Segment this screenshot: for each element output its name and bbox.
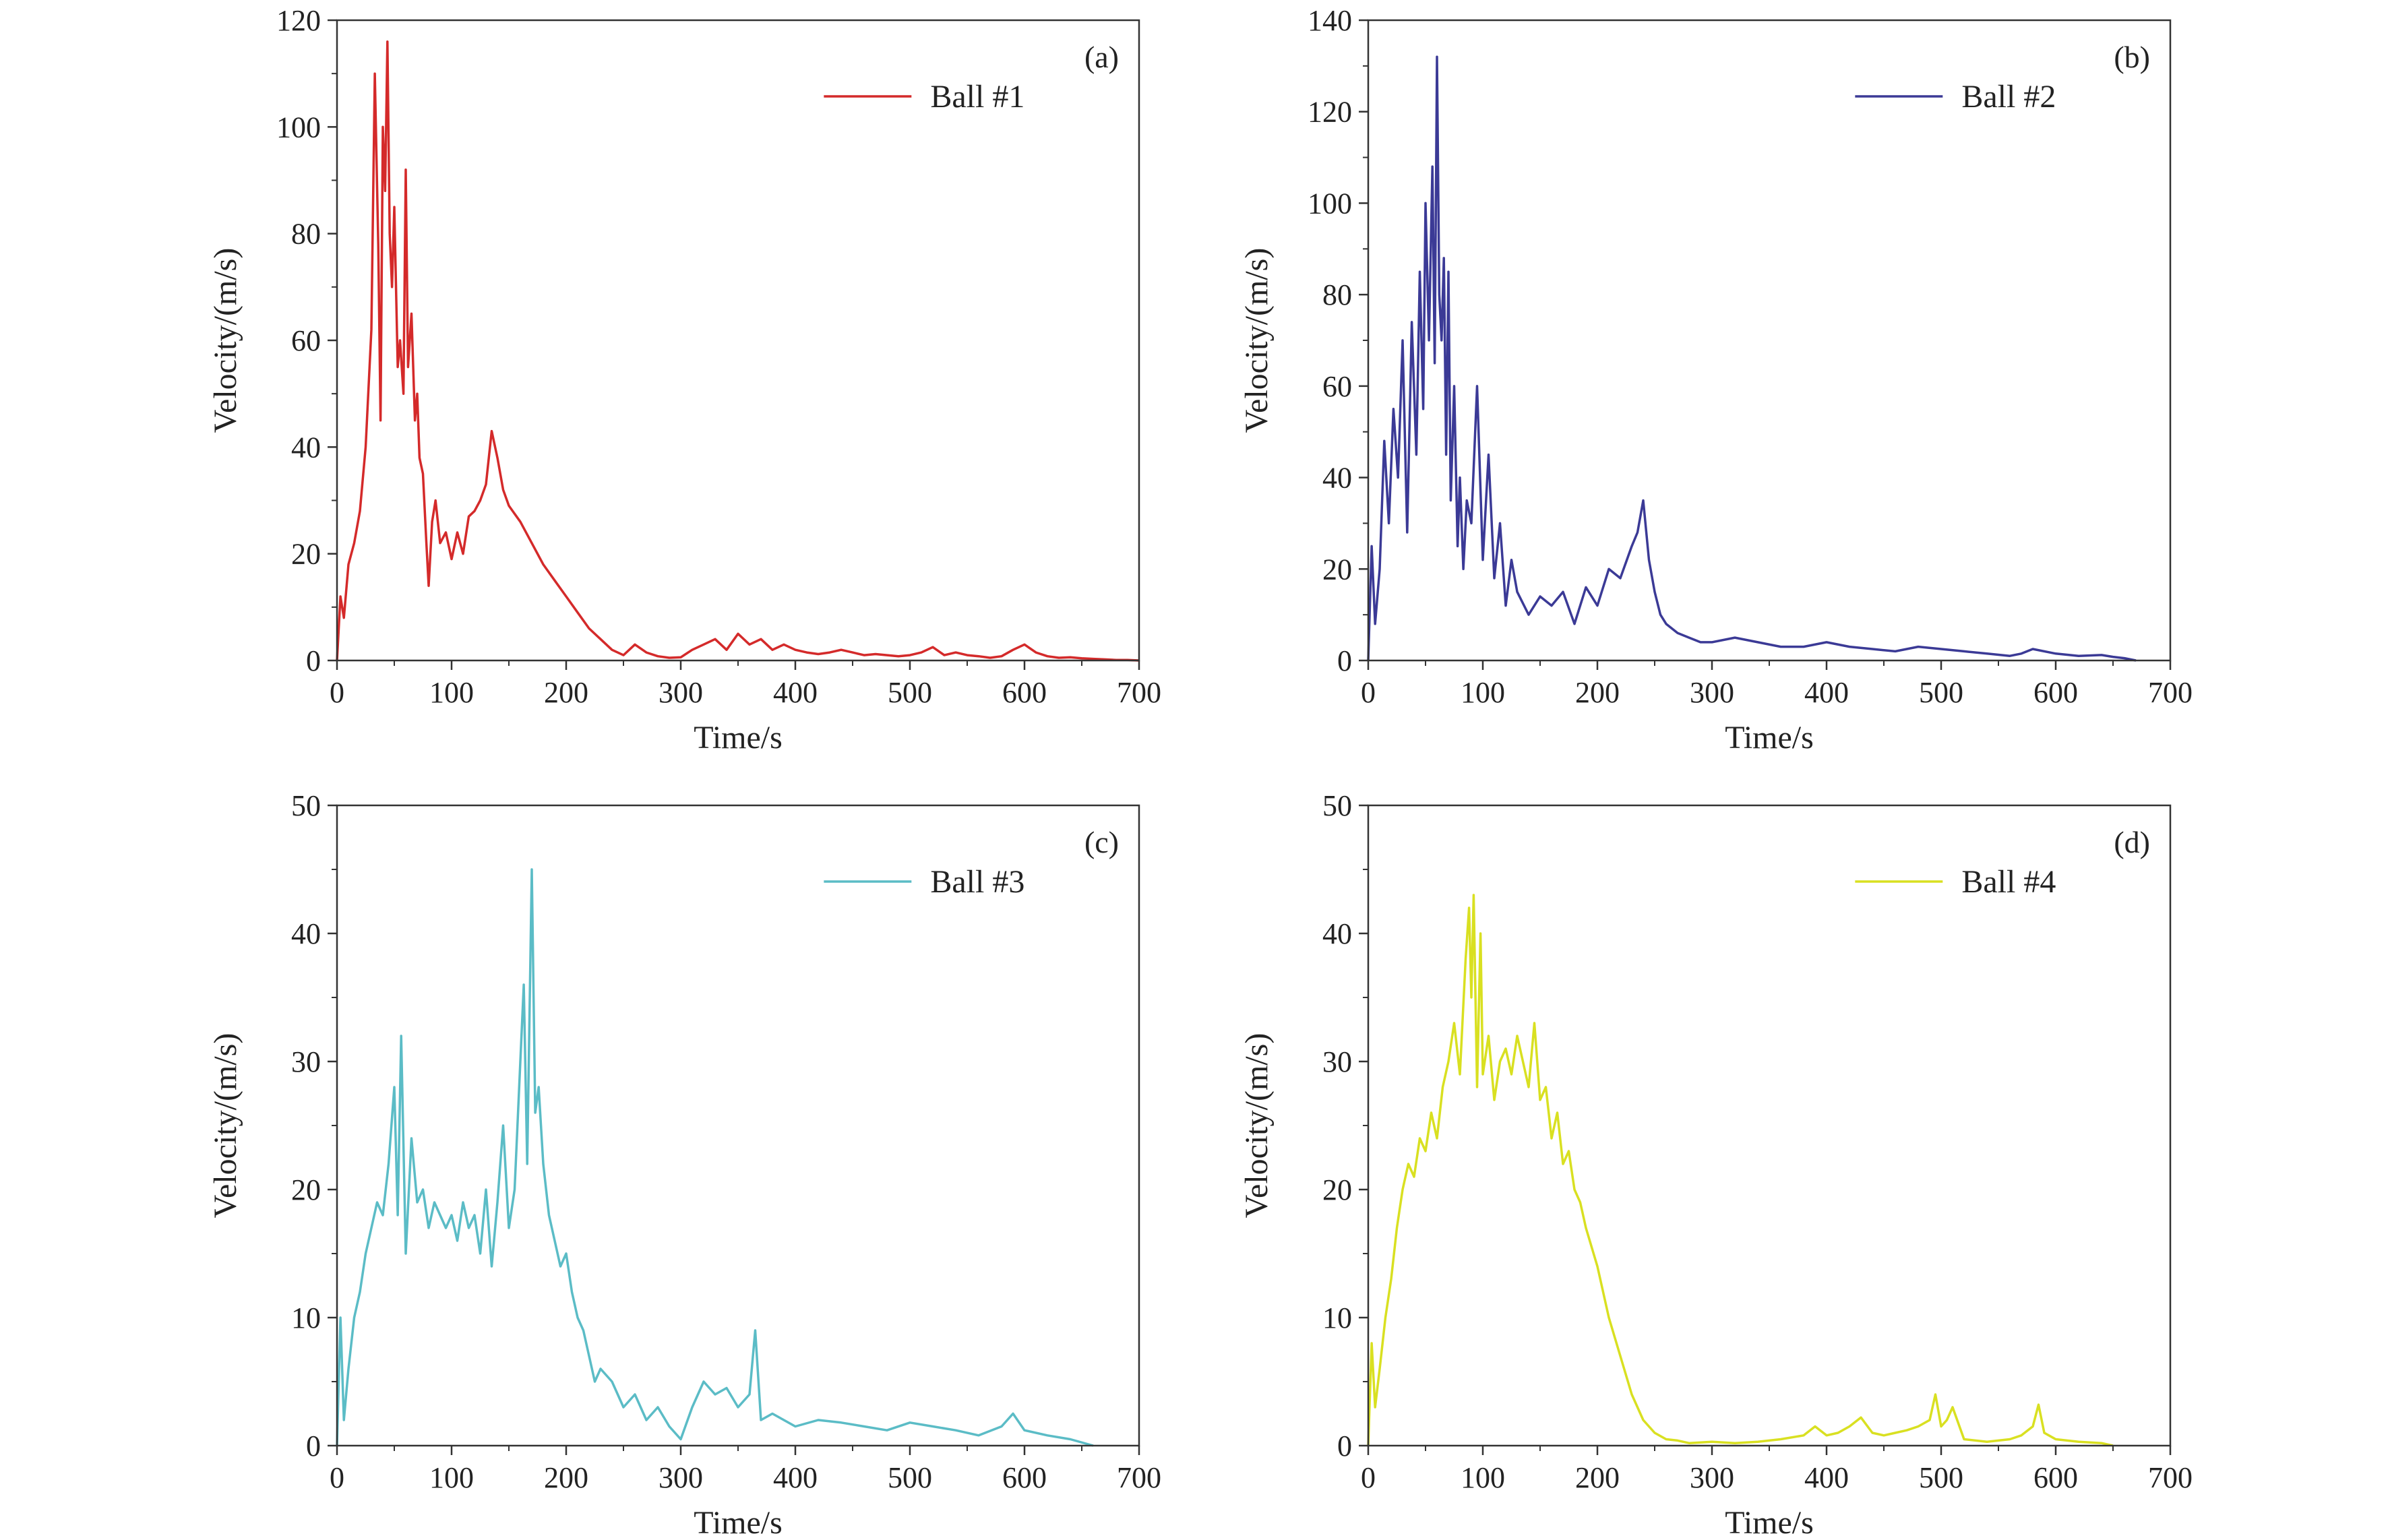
x-tick-label: 200 — [1575, 676, 1620, 709]
y-tick-label: 30 — [291, 1045, 321, 1078]
chart-panel-1: 0 100 200 300 400 500 600 700 0 20 40 60 80 100 120 Tim… — [208, 4, 1161, 756]
x-tick-label: 0 — [330, 1461, 344, 1494]
y-tick-label: 80 — [1322, 278, 1352, 311]
y-tick-label: 30 — [1322, 1045, 1352, 1078]
x-tick-label: 0 — [1361, 1461, 1376, 1494]
x-tick-label: 500 — [1919, 676, 1963, 709]
x-tick-label: 200 — [544, 676, 588, 709]
y-tick-label: 100 — [276, 111, 321, 144]
chart-panel-4: 0 100 200 300 400 500 600 700 0 10 20 30 40 50 Time/s V… — [1239, 789, 2193, 1540]
y-tick-label: 10 — [291, 1301, 321, 1334]
x-tick-label: 0 — [1361, 676, 1376, 709]
x-tick-label: 400 — [773, 676, 818, 709]
chart-panel-3: 0 100 200 300 400 500 600 700 0 10 20 30 40 50 Time/s V… — [208, 789, 1161, 1540]
x-tick-label: 200 — [544, 1461, 588, 1494]
y-tick-label: 20 — [1322, 553, 1352, 586]
x-tick-label: 700 — [2148, 676, 2193, 709]
y-tick-label: 40 — [291, 917, 321, 950]
x-tick-label: 600 — [2033, 676, 2078, 709]
y-tick-label: 120 — [276, 4, 321, 37]
x-tick-label: 600 — [1002, 1461, 1047, 1494]
series-line-4-1 — [1367, 894, 2114, 1447]
x-tick-label: 300 — [1690, 1461, 1734, 1494]
x-axis-label: Time/s — [694, 1505, 783, 1540]
y-tick-label: 20 — [291, 538, 321, 571]
x-tick-label: 400 — [773, 1461, 818, 1494]
legend-label: Ball #3 — [930, 864, 1024, 900]
y-tick-label: 80 — [291, 218, 321, 251]
panel-label: (c) — [1084, 825, 1119, 859]
series-line-3-1 — [336, 868, 1094, 1447]
x-tick-label: 700 — [2148, 1461, 2193, 1494]
y-tick-label: 40 — [1322, 917, 1352, 950]
y-tick-label: 0 — [306, 644, 321, 677]
x-tick-label: 700 — [1117, 676, 1161, 709]
y-axis-label: Velocity/(m/s) — [208, 248, 243, 433]
y-tick-label: 0 — [1337, 644, 1352, 677]
y-tick-label: 40 — [291, 431, 321, 464]
series-line-2-1 — [1367, 55, 2137, 662]
y-tick-label: 60 — [1322, 370, 1352, 403]
x-tick-label: 0 — [330, 676, 344, 709]
legend-label: Ball #4 — [1961, 864, 2056, 900]
x-tick-label: 100 — [1461, 1461, 1505, 1494]
plot-frame — [336, 804, 1140, 1447]
x-tick-label: 300 — [659, 1461, 703, 1494]
chart-panel-2: 0 100 200 300 400 500 600 700 0 20 40 60 80 100 120 140… — [1239, 4, 2193, 756]
legend-label: Ball #1 — [930, 79, 1024, 115]
x-tick-label: 100 — [1461, 676, 1505, 709]
x-tick-label: 100 — [429, 676, 474, 709]
x-tick-label: 400 — [1804, 1461, 1849, 1494]
x-tick-label: 500 — [888, 676, 932, 709]
legend-label: Ball #2 — [1961, 79, 2056, 115]
y-tick-label: 20 — [291, 1173, 321, 1206]
panel-label: (d) — [2114, 825, 2150, 859]
y-axis-label: Velocity/(m/s) — [208, 1033, 243, 1219]
plot-frame — [1367, 804, 2172, 1447]
y-tick-label: 0 — [306, 1429, 321, 1462]
plot-frame — [1367, 19, 2172, 662]
y-axis-label: Velocity/(m/s) — [1239, 248, 1275, 433]
x-axis-label: Time/s — [694, 720, 783, 756]
x-tick-label: 500 — [1919, 1461, 1963, 1494]
y-tick-label: 120 — [1308, 96, 1352, 129]
x-tick-label: 400 — [1804, 676, 1849, 709]
y-tick-label: 20 — [1322, 1173, 1352, 1206]
x-tick-label: 300 — [1690, 676, 1734, 709]
x-tick-label: 300 — [659, 676, 703, 709]
x-axis-label: Time/s — [1725, 720, 1814, 756]
x-tick-label: 600 — [2033, 1461, 2078, 1494]
y-tick-label: 50 — [291, 789, 321, 822]
x-tick-label: 100 — [429, 1461, 474, 1494]
x-tick-label: 200 — [1575, 1461, 1620, 1494]
y-tick-label: 40 — [1322, 462, 1352, 495]
y-tick-label: 140 — [1308, 4, 1352, 37]
x-tick-label: 700 — [1117, 1461, 1161, 1494]
plot-frame — [336, 19, 1140, 662]
panel-label: (a) — [1084, 40, 1119, 74]
y-tick-label: 60 — [291, 324, 321, 357]
y-axis-label: Velocity/(m/s) — [1239, 1033, 1275, 1219]
panel-label: (b) — [2114, 40, 2150, 74]
x-tick-label: 600 — [1002, 676, 1047, 709]
y-tick-label: 50 — [1322, 789, 1352, 822]
y-tick-label: 10 — [1322, 1301, 1352, 1334]
x-tick-label: 500 — [888, 1461, 932, 1494]
series-line-1-1 — [336, 40, 1140, 662]
x-axis-label: Time/s — [1725, 1505, 1814, 1540]
y-tick-label: 0 — [1337, 1429, 1352, 1462]
y-tick-label: 100 — [1308, 187, 1352, 220]
